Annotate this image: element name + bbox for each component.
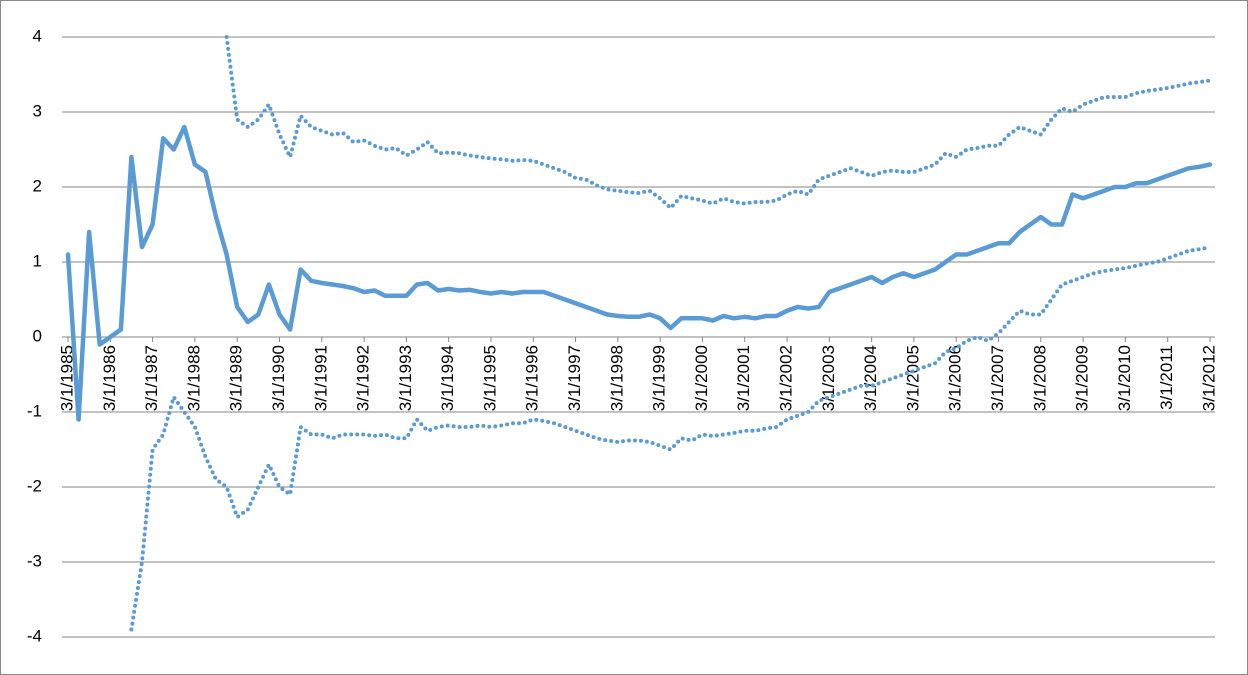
x-tick-label: 3/1/1989 [227, 345, 246, 411]
x-tick-label: 3/1/2009 [1073, 345, 1092, 411]
x-tick-label: 3/1/1985 [57, 345, 76, 411]
y-tick-label: 4 [33, 26, 42, 45]
plot-area [65, 35, 1213, 632]
x-tick-label: 3/1/2001 [734, 345, 753, 411]
dotted-series [129, 245, 1212, 632]
dotted-series [224, 35, 1212, 210]
x-tick-label: 3/1/1998 [607, 345, 626, 411]
x-tick-label: 3/1/2000 [692, 345, 711, 411]
x-tick-label: 3/1/2005 [903, 345, 922, 411]
x-tick-label: 3/1/1990 [269, 345, 288, 411]
x-tick-label: 3/1/2006 [946, 345, 965, 411]
x-tick-label: 3/1/2007 [988, 345, 1007, 411]
y-tick-label: -3 [27, 551, 42, 570]
y-tick-label: 3 [33, 101, 42, 120]
y-tick-label: -4 [27, 626, 42, 645]
y-tick-label: -1 [27, 401, 42, 420]
x-tick-label: 3/1/1986 [100, 345, 119, 411]
x-tick-label: 3/1/1988 [184, 345, 203, 411]
x-tick-label: 3/1/1994 [438, 345, 457, 411]
x-tick-label: 3/1/1997 [565, 345, 584, 411]
x-tick-label: 3/1/2004 [861, 345, 880, 411]
x-tick-label: 3/1/1995 [480, 345, 499, 411]
y-tick-label: 2 [33, 176, 42, 195]
x-tick-label: 3/1/1992 [354, 345, 373, 411]
x-tick-label: 3/1/1996 [523, 345, 542, 411]
x-tick-label: 3/1/1991 [311, 345, 330, 411]
x-tick-label: 3/1/2012 [1199, 345, 1218, 411]
x-tick-label: 3/1/1987 [142, 345, 161, 411]
x-tick-label: 3/1/1993 [396, 345, 415, 411]
y-tick-label: -2 [27, 476, 42, 495]
y-tick-label: 1 [33, 251, 42, 270]
x-tick-label: 3/1/2010 [1115, 345, 1134, 411]
y-tick-label: 0 [33, 326, 42, 345]
x-tick-label: 3/1/1999 [650, 345, 669, 411]
line-series [65, 124, 1213, 422]
x-tick-label: 3/1/2002 [777, 345, 796, 411]
x-tick-label: 3/1/2011 [1157, 345, 1176, 410]
x-tick-label: 3/1/2008 [1030, 345, 1049, 411]
